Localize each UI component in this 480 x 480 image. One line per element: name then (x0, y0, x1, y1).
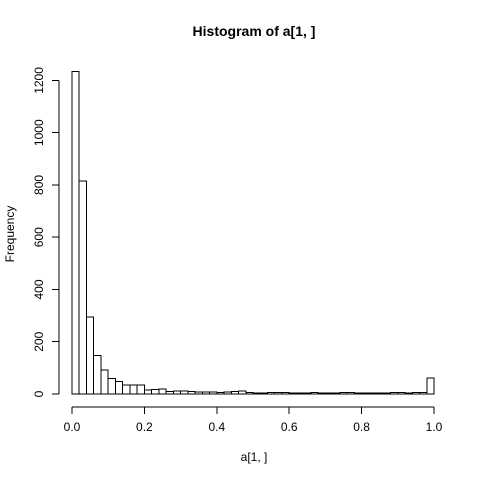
chart-title: Histogram of a[1, ] (193, 23, 316, 39)
histogram-bar (151, 388, 160, 395)
histogram-bar (361, 392, 370, 395)
y-tick-label: 1200 (32, 67, 46, 94)
y-tick-label: 200 (32, 331, 46, 351)
y-axis-label: Frequency (3, 206, 17, 263)
histogram-bar (180, 390, 189, 395)
histogram-bar (158, 388, 167, 395)
histogram-bar (245, 392, 254, 395)
y-tick-label: 1000 (32, 119, 46, 146)
histogram-bar (165, 390, 174, 395)
histogram-bar (353, 392, 363, 395)
histogram-bar (397, 392, 406, 395)
x-axis-ticks: 0.0 0.2 0.4 0.6 0.8 1.0 (64, 407, 443, 434)
histogram-bar (288, 392, 297, 395)
x-tick-label: 0.6 (281, 420, 298, 434)
histogram-bar (230, 390, 240, 395)
histogram-bar (216, 392, 225, 395)
histogram-bar (85, 316, 95, 395)
histogram-bar (310, 392, 319, 395)
y-tick-label: 0 (32, 390, 46, 397)
histogram-bar (136, 384, 145, 395)
histogram-bar (266, 392, 276, 395)
x-tick-label: 0.2 (136, 420, 153, 434)
histogram-bar (114, 380, 124, 395)
histogram-bar (100, 369, 109, 395)
histogram-bar (201, 391, 211, 395)
y-tick-label: 800 (32, 175, 46, 195)
x-axis-label: a[1, ] (241, 450, 268, 464)
histogram-bar (252, 392, 261, 395)
histogram-bar (187, 390, 196, 395)
histogram-bars (71, 70, 435, 395)
histogram-bar (78, 180, 87, 395)
histogram-bar (259, 392, 268, 395)
histogram-bar (129, 384, 138, 395)
y-tick-label: 400 (32, 279, 46, 299)
histogram-bar (172, 390, 182, 395)
histogram-bar (209, 391, 218, 395)
histogram-bar (419, 392, 428, 395)
histogram-bar (194, 391, 203, 395)
histogram-bar (107, 377, 116, 395)
x-tick-label: 1.0 (426, 420, 443, 434)
x-tick-label: 0.4 (208, 420, 225, 434)
histogram-bar (317, 392, 326, 395)
histogram-bar (122, 384, 131, 395)
histogram-bar (143, 389, 153, 395)
histogram-bar (274, 392, 283, 395)
histogram-bar (382, 392, 392, 395)
histogram-bar (281, 392, 290, 395)
histogram-bar (404, 392, 413, 395)
histogram-bar (238, 390, 247, 395)
histogram-bar (426, 377, 435, 395)
histogram-bar (295, 392, 305, 395)
histogram-bar (223, 391, 232, 395)
histogram-bar (390, 392, 399, 395)
histogram-bar (346, 392, 355, 395)
y-tick-label: 600 (32, 227, 46, 247)
histogram-bar (324, 392, 334, 395)
histogram-bar (339, 392, 348, 395)
histogram-bar (332, 392, 341, 395)
histogram-bar (93, 354, 102, 395)
y-axis-ticks: 0 200 400 600 800 1000 1200 (32, 67, 59, 397)
histogram-bar (375, 392, 384, 395)
histogram-bar (303, 392, 312, 395)
x-tick-label: 0.8 (353, 420, 370, 434)
histogram-bar (368, 392, 377, 395)
histogram-bar (71, 70, 80, 395)
histogram-bar (411, 392, 421, 395)
x-tick-label: 0.0 (64, 420, 81, 434)
